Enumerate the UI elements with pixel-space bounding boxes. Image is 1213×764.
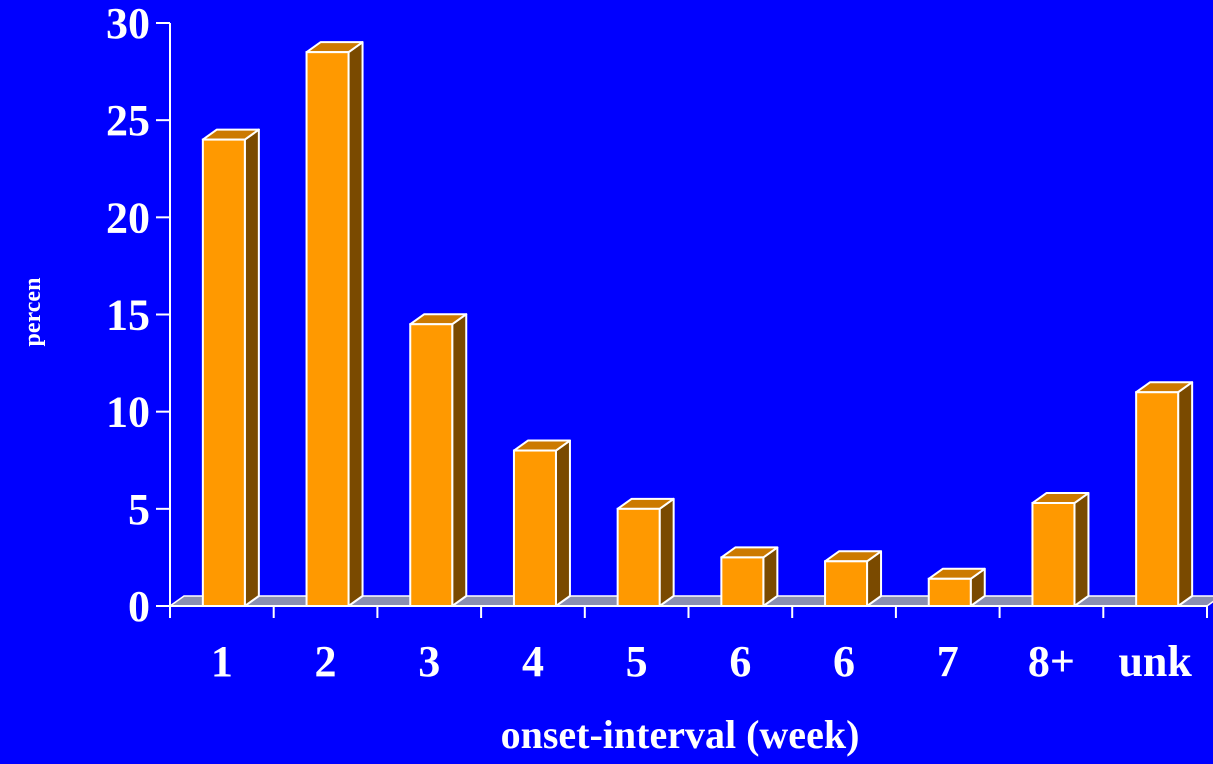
bar [305, 41, 364, 607]
y-tick-label: 0 [128, 582, 150, 631]
x-tick-label: 5 [626, 637, 648, 686]
y-tick-label: 15 [106, 291, 150, 340]
bar-front [824, 560, 869, 608]
bar-front [927, 577, 972, 608]
tick-labels: 0 5 10 15 20 25 30 1 2 3 4 5 6 6 7 8+ unk [106, 0, 1192, 686]
y-axis-title: percen [20, 278, 46, 347]
y-tick-label: 10 [106, 388, 150, 437]
bar [512, 439, 571, 607]
bar-side [451, 313, 468, 607]
y-tick-label: 30 [106, 0, 150, 48]
bar [409, 313, 468, 607]
bar [1031, 492, 1090, 607]
bar-front [1031, 502, 1076, 607]
x-tick-label: 2 [315, 637, 337, 686]
bar-front [720, 556, 765, 608]
bar-front [616, 507, 661, 608]
x-tick-label: unk [1118, 637, 1192, 686]
bar-front [201, 138, 246, 607]
y-tick-label: 20 [106, 193, 150, 242]
bar-front [1135, 391, 1180, 607]
bar-side [243, 128, 260, 607]
bar [927, 567, 986, 608]
bar [616, 497, 675, 608]
bar-front [305, 51, 350, 607]
x-tick-label: 1 [211, 637, 233, 686]
x-tick-label: 6 [833, 637, 855, 686]
bar-side [1177, 381, 1194, 607]
bar [824, 550, 883, 608]
bar [1135, 381, 1194, 607]
x-tick-label: 7 [937, 637, 959, 686]
bar [720, 546, 779, 608]
bar-front [409, 323, 454, 607]
bar [201, 128, 260, 607]
bar-side [1073, 492, 1090, 607]
x-tick-label: 6 [729, 637, 751, 686]
x-tick-label: 4 [522, 637, 544, 686]
x-axis-title: onset-interval (week) [501, 712, 860, 757]
y-tick-label: 25 [106, 96, 150, 145]
chart-bars [201, 41, 1194, 608]
bar-side [658, 497, 675, 607]
y-tick-label: 5 [128, 485, 150, 534]
x-tick-label: 3 [418, 637, 440, 686]
bar-side [347, 41, 364, 607]
bar-front [512, 449, 557, 607]
x-tick-label: 8+ [1028, 637, 1075, 686]
bar-side [554, 439, 571, 607]
